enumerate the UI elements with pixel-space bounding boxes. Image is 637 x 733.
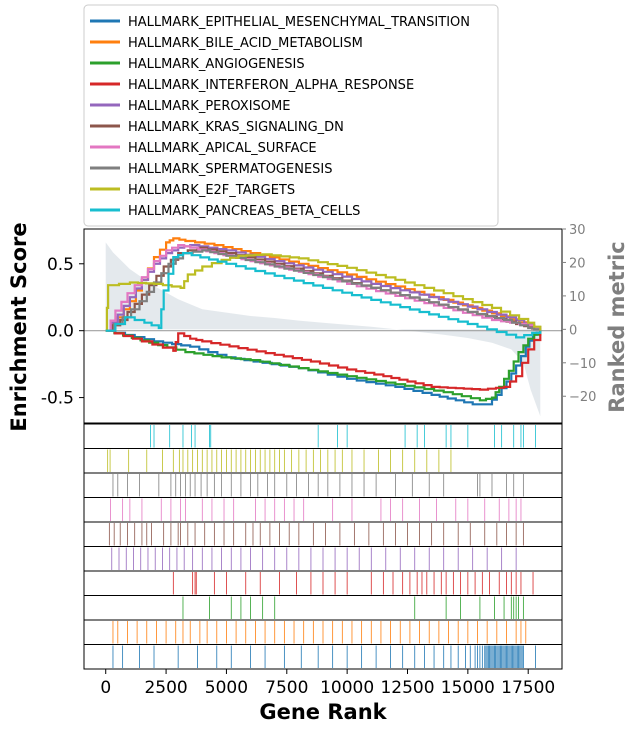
es-curve-9	[105, 252, 542, 339]
legend-label-5: HALLMARK_KRAS_SIGNALING_DN	[128, 120, 344, 135]
es-curve-8	[105, 253, 542, 332]
legend-label-9: HALLMARK_PANCREAS_BETA_CELLS	[128, 204, 360, 219]
y2-tick-label-0: 30	[569, 223, 586, 238]
legend-label-2: HALLMARK_ANGIOGENESIS	[128, 57, 305, 72]
x-tick-label-7: 17500	[501, 678, 555, 698]
y2-tick-label-5: −20	[569, 390, 596, 405]
legend-label-4: HALLMARK_PEROXISOME	[128, 99, 290, 114]
y2-tick-label-2: 10	[569, 290, 586, 305]
y-axis-label: Enrichment Score	[7, 222, 31, 431]
x-tick-label-4: 10000	[320, 678, 374, 698]
legend-label-3: HALLMARK_INTERFERON_ALPHA_RESPONSE	[128, 78, 414, 93]
rug-row-3	[83, 497, 563, 523]
axes: 0.5 0.0 -0.5 30 20 10 0 −10 −20 0 2500 5000 7500 1000…	[41, 223, 597, 698]
y-tick-label-2: -0.5	[41, 389, 74, 409]
y2-tick-label-1: 20	[569, 256, 586, 271]
legend-box	[83, 4, 499, 227]
ranked-metric-area	[105, 242, 541, 417]
y-tick-label-0: 0.5	[47, 255, 74, 275]
y2-axis-label: Ranked metric	[605, 241, 629, 412]
legend-label-0: HALLMARK_EPITHELIAL_MESENCHYMAL_TRANSITI…	[128, 15, 470, 30]
rug-row-2	[83, 472, 563, 498]
legend-label-6: HALLMARK_APICAL_SURFACE	[128, 141, 317, 156]
x-tick-label-2: 5000	[205, 678, 248, 698]
es-curve-2	[105, 329, 542, 402]
es-curve-0	[105, 329, 542, 406]
rug-row-0	[83, 423, 563, 449]
legend-label-1: HALLMARK_BILE_ACID_METABOLISM	[128, 36, 363, 51]
y2-tick-label-3: 0	[569, 323, 577, 338]
es-curve-7	[105, 249, 542, 332]
legend-label-8: HALLMARK_E2F_TARGETS	[128, 183, 295, 198]
rug-row-1	[83, 448, 563, 474]
rug-row-9	[83, 644, 563, 670]
es-curve-1	[105, 237, 542, 332]
legend: HALLMARK_EPITHELIAL_MESENCHYMAL_TRANSITI…	[83, 4, 499, 227]
legend-label-7: HALLMARK_SPERMATOGENESIS	[128, 162, 333, 177]
x-axis-label: Gene Rank	[259, 700, 387, 724]
x-tick-label-6: 15000	[441, 678, 495, 698]
hit-rug-panel	[83, 423, 563, 670]
enrichment-panel	[84, 237, 562, 417]
x-tick-label-3: 7500	[265, 678, 308, 698]
main-plot-frame	[83, 228, 563, 424]
es-curve-3	[105, 329, 542, 391]
rug-row-4	[83, 521, 563, 547]
x-tick-label-1: 2500	[144, 678, 187, 698]
es-curve-4	[105, 244, 542, 332]
y2-tick-label-4: −10	[569, 357, 596, 372]
x-tick-label-0: 0	[100, 678, 111, 698]
rug-row-7	[83, 595, 563, 621]
x-tick-label-5: 12500	[380, 678, 434, 698]
y-tick-label-1: 0.0	[47, 322, 74, 342]
